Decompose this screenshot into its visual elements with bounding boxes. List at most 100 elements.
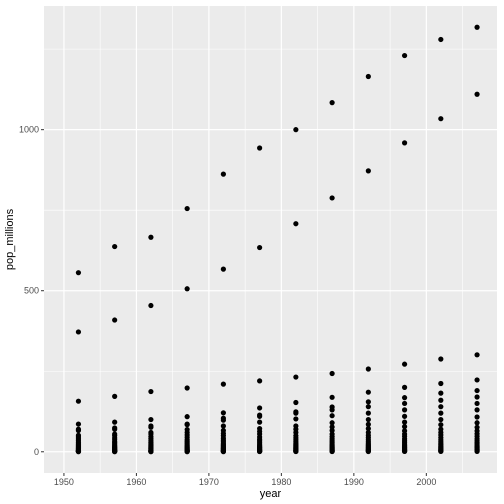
- data-point: [184, 422, 190, 428]
- y-tick-label: 1000: [19, 125, 39, 135]
- data-point: [220, 423, 226, 429]
- data-point: [365, 389, 371, 395]
- data-point: [220, 417, 226, 423]
- data-point: [257, 405, 263, 411]
- data-point: [112, 393, 118, 399]
- data-point: [438, 410, 444, 416]
- data-point: [293, 410, 299, 416]
- data-point: [438, 404, 444, 410]
- data-point: [401, 424, 408, 430]
- y-tick-label: 0: [34, 447, 39, 457]
- x-axis-ticks: 1950 1960 1970 1980 1990 2000: [54, 473, 436, 487]
- data-point: [112, 419, 118, 425]
- y-axis-ticks: 0 500 1000: [19, 125, 44, 457]
- data-point: [365, 404, 371, 410]
- x-axis-title: year: [260, 488, 282, 500]
- data-point: [257, 244, 263, 251]
- data-point: [438, 448, 444, 455]
- data-point: [474, 400, 480, 407]
- data-point: [438, 380, 444, 387]
- data-point: [293, 374, 299, 380]
- plot-panel: [44, 6, 497, 473]
- major-gridlines: [44, 6, 497, 473]
- data-point: [329, 407, 335, 413]
- data-point: [438, 397, 444, 403]
- y-tick-label: 500: [24, 286, 39, 296]
- data-points: [75, 24, 480, 455]
- data-point: [474, 24, 480, 30]
- data-point: [329, 420, 335, 426]
- data-point: [401, 413, 408, 419]
- data-point: [75, 449, 82, 455]
- data-point: [401, 395, 408, 401]
- data-point: [112, 317, 118, 323]
- data-point: [329, 370, 335, 377]
- data-point: [401, 384, 408, 390]
- data-point: [293, 127, 299, 133]
- data-point: [148, 388, 154, 395]
- data-point: [75, 398, 82, 404]
- data-point: [329, 195, 335, 201]
- data-point: [112, 449, 118, 455]
- data-point: [365, 425, 371, 432]
- data-point: [401, 407, 408, 413]
- data-point: [148, 449, 154, 455]
- x-tick-label: 1980: [271, 477, 291, 487]
- data-point: [184, 449, 190, 455]
- data-point: [112, 426, 118, 432]
- data-point: [293, 221, 299, 227]
- data-point: [401, 52, 408, 59]
- data-point: [148, 234, 154, 240]
- data-point: [220, 266, 226, 272]
- data-point: [438, 390, 444, 396]
- data-point: [438, 416, 444, 423]
- data-point: [293, 416, 299, 422]
- data-point: [474, 91, 480, 97]
- data-point: [438, 356, 444, 362]
- data-point: [474, 394, 480, 400]
- data-point: [365, 410, 371, 416]
- data-point: [474, 352, 480, 358]
- data-point: [474, 407, 480, 413]
- minor-gridlines: [44, 6, 497, 473]
- y-axis-title: pop_millions: [4, 208, 16, 270]
- data-point: [401, 400, 408, 407]
- data-point: [293, 448, 299, 455]
- data-point: [329, 394, 335, 400]
- data-point: [75, 270, 82, 276]
- data-point: [365, 73, 371, 80]
- data-point: [401, 361, 408, 367]
- data-point: [401, 140, 408, 146]
- data-point: [365, 416, 371, 423]
- data-point: [365, 399, 371, 405]
- data-point: [474, 377, 480, 383]
- data-point: [184, 414, 190, 420]
- data-point: [365, 366, 371, 372]
- data-point: [401, 448, 408, 455]
- data-point: [75, 421, 82, 427]
- data-point: [438, 422, 444, 428]
- data-point: [75, 329, 82, 335]
- data-point: [184, 205, 190, 212]
- data-point: [184, 286, 190, 292]
- data-point: [220, 381, 226, 387]
- data-point: [293, 399, 299, 406]
- data-point: [365, 448, 371, 455]
- data-point: [365, 168, 371, 174]
- data-point: [75, 427, 82, 434]
- data-point: [474, 448, 480, 454]
- data-point: [220, 410, 226, 416]
- x-tick-label: 1960: [126, 477, 146, 487]
- data-point: [257, 419, 263, 425]
- data-point: [401, 419, 408, 425]
- data-point: [474, 387, 480, 394]
- x-tick-label: 1990: [344, 477, 364, 487]
- data-point: [184, 385, 190, 391]
- data-point: [438, 116, 444, 122]
- x-tick-label: 1950: [54, 477, 74, 487]
- data-point: [148, 424, 154, 430]
- data-point: [329, 448, 335, 455]
- data-point: [329, 413, 335, 419]
- data-point: [257, 448, 263, 455]
